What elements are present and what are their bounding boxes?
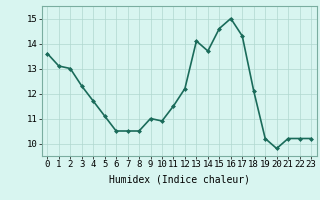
X-axis label: Humidex (Indice chaleur): Humidex (Indice chaleur)	[109, 175, 250, 185]
